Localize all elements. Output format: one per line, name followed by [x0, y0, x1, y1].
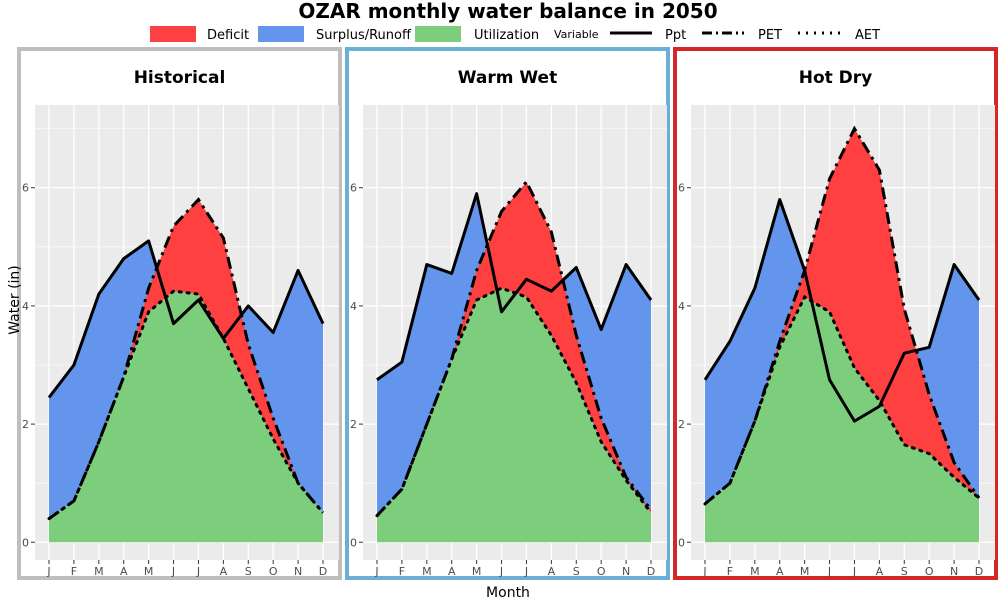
utilization-area [49, 291, 323, 543]
y-tick-label: 6 [22, 182, 29, 195]
surplus-area [377, 193, 651, 516]
x-tick-label: A [548, 565, 556, 578]
y-axis-label: Water (in) [7, 265, 23, 335]
x-tick-label: D [975, 565, 983, 578]
y-tick-label: 4 [22, 300, 29, 313]
surplus-area [49, 240, 323, 519]
x-tick-label: M [144, 565, 154, 578]
panel-title: Historical [134, 68, 226, 88]
legend-label-aet: AET [855, 28, 880, 43]
x-tick-label: M [472, 565, 482, 578]
ppt-line [47, 239, 325, 399]
x-tick-label: F [727, 565, 733, 578]
x-tick-label: J [46, 565, 50, 578]
x-tick-label: N [622, 565, 630, 578]
legend-label-surplus: Surplus/Runoff [316, 28, 412, 43]
y-tick-label: 2 [350, 418, 357, 431]
x-tick-label: J [702, 565, 706, 578]
x-tick-label: S [245, 565, 252, 578]
x-tick-label: J [171, 565, 175, 578]
x-tick-label: D [319, 565, 327, 578]
x-tick-label: J [196, 565, 200, 578]
y-tick-label: 4 [350, 300, 357, 313]
x-tick-label: J [374, 565, 378, 578]
x-tick-label: S [573, 565, 580, 578]
aet-line [703, 294, 981, 506]
legend-label-ppt: Ppt [665, 28, 686, 43]
y-tick-label: 0 [350, 536, 357, 549]
legend-title-variable: Variable [554, 28, 599, 41]
x-tick-label: A [876, 565, 884, 578]
x-tick-label: M [800, 565, 810, 578]
x-tick-label: J [852, 565, 856, 578]
legend-label-pet: PET [758, 28, 782, 43]
x-tick-label: M [422, 565, 432, 578]
x-tick-label: F [71, 565, 77, 578]
y-tick-label: 2 [678, 418, 685, 431]
x-tick-label: M [94, 565, 104, 578]
x-tick-label: J [499, 565, 503, 578]
legend-swatch-surplus [258, 26, 304, 42]
x-tick-label: O [597, 565, 606, 578]
deficit-area [705, 128, 979, 504]
y-tick-label: 4 [678, 300, 685, 313]
x-tick-label: A [448, 565, 456, 578]
x-tick-label: J [827, 565, 831, 578]
x-tick-label: O [925, 565, 934, 578]
x-tick-label: N [950, 565, 958, 578]
panel-title: Hot Dry [799, 68, 873, 88]
deficit-area [49, 199, 323, 519]
ppt-line [703, 198, 981, 423]
x-tick-label: S [901, 565, 908, 578]
legend-swatch-deficit [150, 26, 196, 42]
x-tick-label: F [399, 565, 405, 578]
panel-hot-dry: 0 2 4 6 J F M A M J J A S O N D Hot Dry [673, 47, 998, 580]
pet-line [48, 197, 325, 520]
ppt-line [376, 192, 653, 381]
panel-historical: 0 2 4 6 J F M A M J J A S O N D Historical [17, 47, 342, 580]
aet-line [375, 286, 653, 518]
y-tick-label: 6 [350, 182, 357, 195]
x-tick-label: A [220, 565, 228, 578]
x-tick-label: A [120, 565, 128, 578]
aet-line [47, 289, 325, 521]
x-tick-label: M [750, 565, 760, 578]
legend-swatch-utilization [415, 26, 461, 42]
x-tick-label: J [524, 565, 528, 578]
chart-title: OZAR monthly water balance in 2050 [298, 0, 717, 23]
x-tick-label: O [269, 565, 278, 578]
y-tick-label: 6 [678, 182, 685, 195]
pet-line [704, 125, 981, 506]
deficit-area [377, 181, 651, 516]
x-tick-label: N [294, 565, 302, 578]
panel-warm-wet: 0 2 4 6 J F M A M J J A S O N D Warm Wet [345, 47, 670, 580]
legend-label-utilization: Utilization [474, 28, 539, 43]
facet-panels: 0 2 4 6 J F M A M J J A S O N D Historical 0 2 4 6 J F M A M J J A S O… [17, 47, 998, 580]
y-tick-label: 0 [678, 536, 685, 549]
utilization-area [705, 297, 979, 543]
y-tick-label: 0 [22, 536, 29, 549]
x-tick-label: D [647, 565, 655, 578]
legend: Deficit Surplus/Runoff Utilization Varia… [150, 26, 880, 43]
utilization-area [377, 288, 651, 543]
y-tick-label: 2 [22, 418, 29, 431]
legend-label-deficit: Deficit [207, 28, 249, 43]
pet-line [375, 179, 653, 517]
x-axis-label: Month [486, 585, 530, 600]
x-tick-label: A [776, 565, 784, 578]
panel-title: Warm Wet [458, 68, 557, 88]
